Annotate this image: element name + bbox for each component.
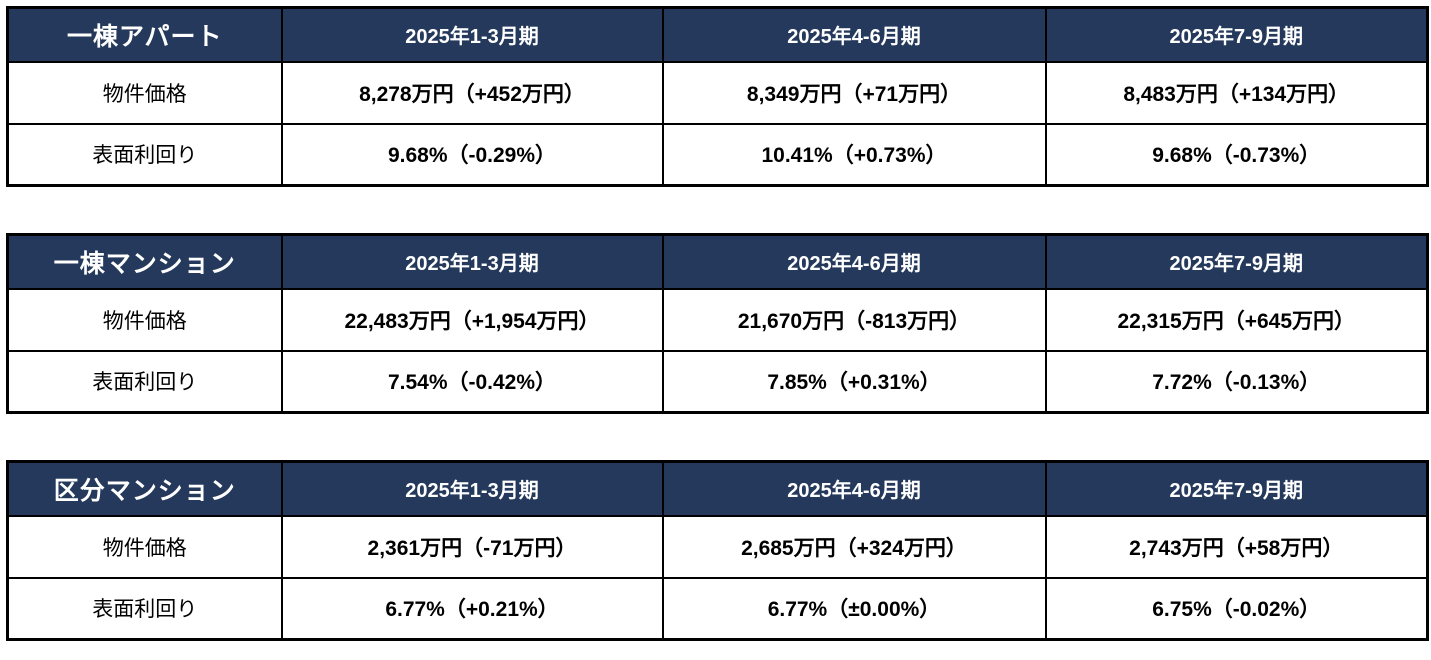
price-value-q2: 21,670万円（-813万円） bbox=[661, 287, 1047, 352]
table-row: 物件価格 8,278万円（+452万円） 8,349万円（+71万円） 8,48… bbox=[6, 60, 1429, 125]
table-row: 一棟アパート 2025年1-3月期 2025年4-6月期 2025年7-9月期 bbox=[6, 6, 1429, 63]
column-header-q1: 2025年1-3月期 bbox=[280, 233, 664, 290]
table-row: 物件価格 2,361万円（-71万円） 2,685万円（+324万円） 2,74… bbox=[6, 514, 1429, 579]
column-header-q1: 2025年1-3月期 bbox=[280, 6, 664, 63]
yield-value-q2: 10.41%（+0.73%） bbox=[661, 122, 1047, 187]
yield-value-q3: 7.72%（-0.13%） bbox=[1044, 349, 1429, 414]
row-label-yield: 表面利回り bbox=[6, 349, 283, 414]
column-header-q1: 2025年1-3月期 bbox=[280, 460, 664, 517]
yield-value-q1: 7.54%（-0.42%） bbox=[280, 349, 664, 414]
table-row: 表面利回り 6.77%（+0.21%） 6.77%（±0.00%） 6.75%（… bbox=[6, 576, 1429, 641]
column-header-q2: 2025年4-6月期 bbox=[661, 6, 1047, 63]
table-row: 表面利回り 9.68%（-0.29%） 10.41%（+0.73%） 9.68%… bbox=[6, 122, 1429, 187]
row-label-price: 物件価格 bbox=[6, 60, 283, 125]
table-sectional-condo: 区分マンション 2025年1-3月期 2025年4-6月期 2025年7-9月期… bbox=[6, 460, 1429, 641]
price-value-q1: 22,483万円（+1,954万円） bbox=[280, 287, 664, 352]
table-title: 一棟マンション bbox=[6, 233, 283, 290]
table-row: 表面利回り 7.54%（-0.42%） 7.85%（+0.31%） 7.72%（… bbox=[6, 349, 1429, 414]
yield-value-q3: 6.75%（-0.02%） bbox=[1044, 576, 1429, 641]
price-value-q1: 2,361万円（-71万円） bbox=[280, 514, 664, 579]
column-header-q2: 2025年4-6月期 bbox=[661, 233, 1047, 290]
row-label-yield: 表面利回り bbox=[6, 122, 283, 187]
table-row: 一棟マンション 2025年1-3月期 2025年4-6月期 2025年7-9月期 bbox=[6, 233, 1429, 290]
price-value-q3: 8,483万円（+134万円） bbox=[1044, 60, 1429, 125]
row-label-price: 物件価格 bbox=[6, 514, 283, 579]
column-header-q3: 2025年7-9月期 bbox=[1044, 6, 1429, 63]
column-header-q2: 2025年4-6月期 bbox=[661, 460, 1047, 517]
table-title: 一棟アパート bbox=[6, 6, 283, 63]
table-title: 区分マンション bbox=[6, 460, 283, 517]
yield-value-q1: 9.68%（-0.29%） bbox=[280, 122, 664, 187]
yield-value-q2: 6.77%（±0.00%） bbox=[661, 576, 1047, 641]
price-value-q3: 2,743万円（+58万円） bbox=[1044, 514, 1429, 579]
yield-value-q1: 6.77%（+0.21%） bbox=[280, 576, 664, 641]
row-label-yield: 表面利回り bbox=[6, 576, 283, 641]
price-value-q2: 8,349万円（+71万円） bbox=[661, 60, 1047, 125]
table-apartment-building: 一棟アパート 2025年1-3月期 2025年4-6月期 2025年7-9月期 … bbox=[6, 6, 1429, 187]
column-header-q3: 2025年7-9月期 bbox=[1044, 460, 1429, 517]
price-value-q1: 8,278万円（+452万円） bbox=[280, 60, 664, 125]
table-condo-building: 一棟マンション 2025年1-3月期 2025年4-6月期 2025年7-9月期… bbox=[6, 233, 1429, 414]
table-row: 区分マンション 2025年1-3月期 2025年4-6月期 2025年7-9月期 bbox=[6, 460, 1429, 517]
yield-value-q3: 9.68%（-0.73%） bbox=[1044, 122, 1429, 187]
yield-value-q2: 7.85%（+0.31%） bbox=[661, 349, 1047, 414]
column-header-q3: 2025年7-9月期 bbox=[1044, 233, 1429, 290]
table-row: 物件価格 22,483万円（+1,954万円） 21,670万円（-813万円）… bbox=[6, 287, 1429, 352]
row-label-price: 物件価格 bbox=[6, 287, 283, 352]
price-value-q3: 22,315万円（+645万円） bbox=[1044, 287, 1429, 352]
price-value-q2: 2,685万円（+324万円） bbox=[661, 514, 1047, 579]
